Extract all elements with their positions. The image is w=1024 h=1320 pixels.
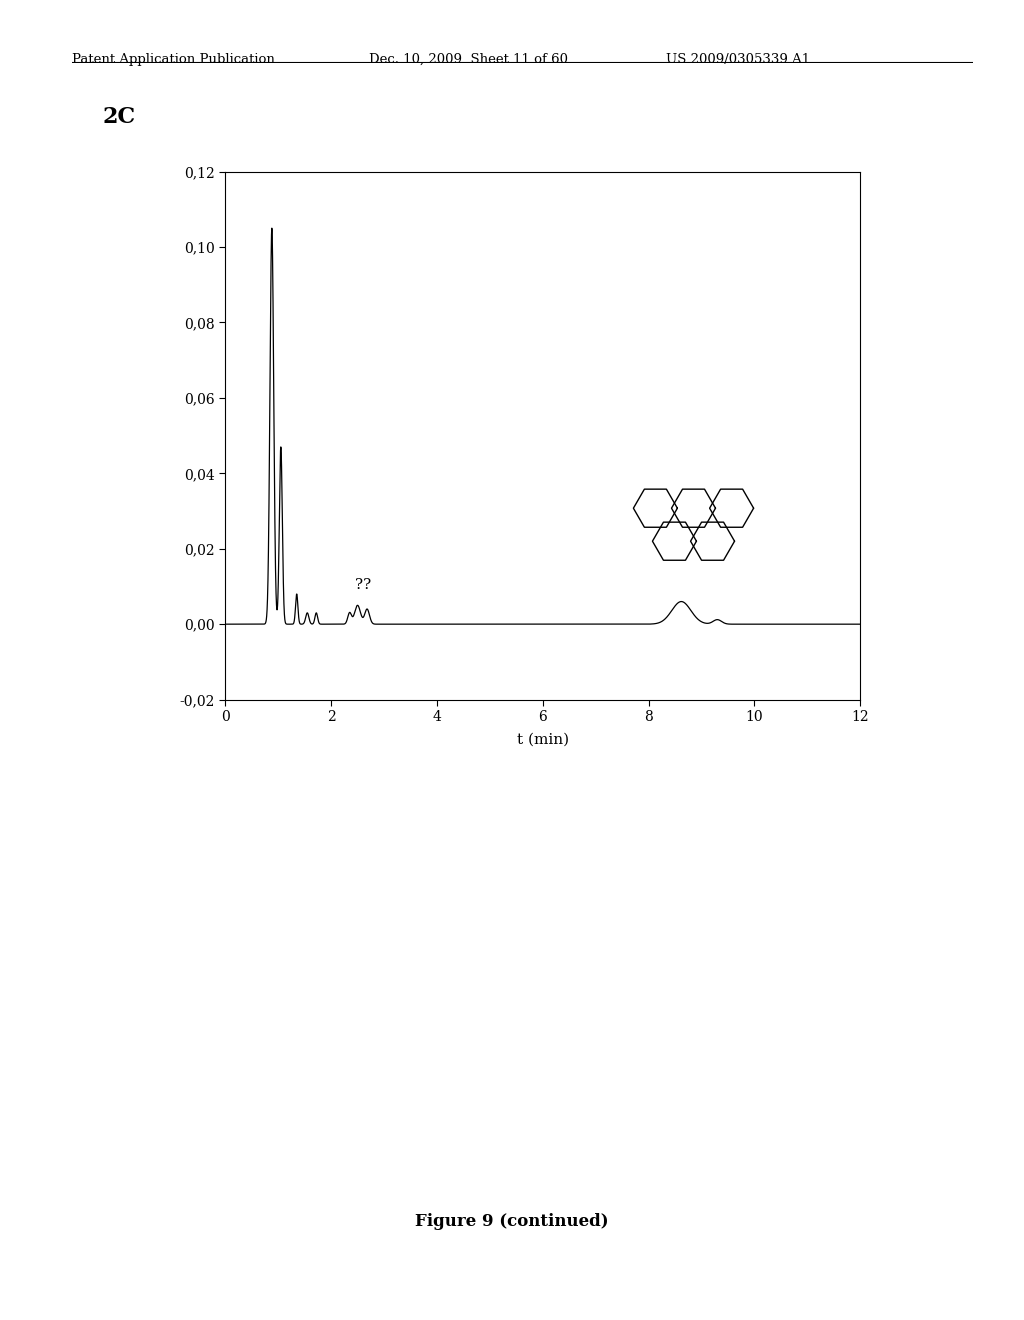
Text: Patent Application Publication: Patent Application Publication <box>72 53 274 66</box>
Text: 2C: 2C <box>102 106 135 128</box>
Text: Figure 9 (continued): Figure 9 (continued) <box>415 1213 609 1229</box>
Text: ??: ?? <box>354 578 371 593</box>
Text: Dec. 10, 2009  Sheet 11 of 60: Dec. 10, 2009 Sheet 11 of 60 <box>369 53 567 66</box>
X-axis label: t (min): t (min) <box>517 733 568 746</box>
Text: US 2009/0305339 A1: US 2009/0305339 A1 <box>666 53 810 66</box>
